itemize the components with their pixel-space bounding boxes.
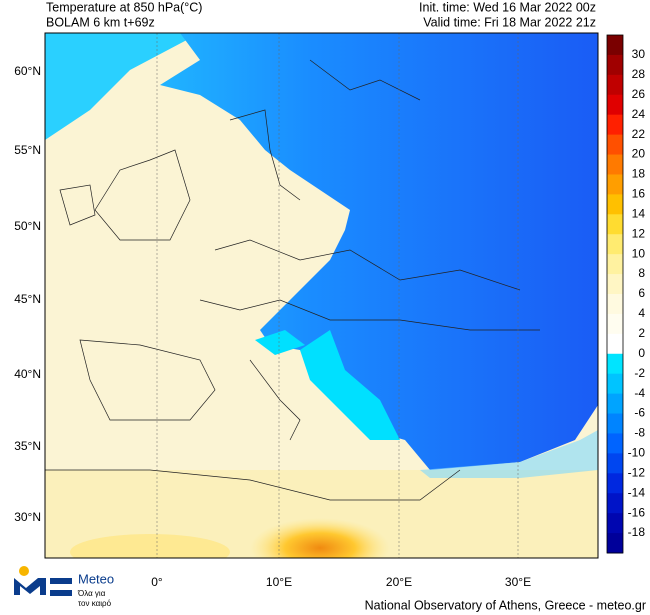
colorbar-swatch [607,533,623,554]
colorbar-swatch [607,513,623,534]
logo-tagline: τον καιρό [78,599,112,608]
colorbar-label: -14 [628,485,646,499]
colorbar-label: 2 [638,326,645,340]
colorbar-swatch [607,333,623,355]
colorbar-label: 4 [638,306,645,320]
colorbar-label: -18 [628,525,646,539]
lat-label: 55°N [14,143,41,157]
colorbar-swatch [607,393,623,415]
colorbar-label: 24 [632,107,646,121]
lon-label: 10°E [266,575,292,589]
colorbar-swatch [607,134,623,156]
colorbar-swatch [607,294,623,315]
logo-tagline: Όλα για [77,589,106,598]
colorbar-swatch [607,313,623,335]
colorbar-label: 12 [632,226,646,240]
colorbar-swatch [607,413,623,434]
colorbar-label: 26 [632,87,646,101]
colorbar-label: 0 [638,346,645,360]
colorbar-label: 20 [632,147,646,161]
colorbar-label: 28 [632,67,646,81]
colorbar-label: 22 [632,127,646,141]
colorbar-swatch [607,353,623,375]
colorbar-label: 30 [632,47,646,61]
colorbar-label: 16 [632,187,646,201]
colorbar-label: 14 [632,206,646,220]
colorbar-label: -8 [634,426,645,440]
lat-label: 60°N [14,64,41,78]
colorbar-label: 8 [638,266,645,280]
lon-label: 30°E [505,575,531,589]
colorbar-label: 10 [632,246,646,260]
colorbar-label: -16 [628,505,646,519]
lon-label: 20°E [386,575,412,589]
colorbar-label: -12 [628,465,646,479]
colorbar-swatch [607,274,623,295]
colorbar-swatch [607,174,623,195]
lat-label: 40°N [14,367,41,381]
colorbar-label: 6 [638,286,645,300]
header-valid-time: Valid time: Fri 18 Mar 2022 21z [423,15,596,29]
map-field [45,33,598,558]
colorbar-label: -10 [628,446,646,460]
colorbar-swatch [607,373,623,395]
colorbar-frame [606,34,624,554]
colorbar-swatch [607,234,623,255]
header-model: BOLAM 6 km t+69z [46,15,155,29]
lat-label: 35°N [14,439,41,453]
lat-label: 45°N [14,292,41,306]
header-init-time: Init. time: Wed 16 Mar 2022 00z [419,0,596,14]
colorbar-swatch [607,54,623,76]
lat-label: 30°N [14,510,41,524]
lon-label: 0° [151,575,163,589]
logo-name: Meteo [78,571,114,586]
colorbar-swatch [607,433,623,454]
map-frame [44,32,599,559]
colorbar-label: 18 [632,167,646,181]
header-title: Temperature at 850 hPa(°C) [46,0,202,14]
colorbar-label: -6 [634,406,645,420]
colorbar-swatch [607,194,623,215]
colorbar-swatch [607,473,623,494]
colorbar-swatch [607,254,623,275]
colorbar-swatch [607,114,623,136]
colorbar-swatch [607,154,623,175]
colorbar-swatch [607,35,623,56]
colorbar-swatch [607,214,623,235]
colorbar-label: -4 [634,386,645,400]
colorbar-swatch [607,493,623,514]
colorbar-swatch [607,94,623,116]
colorbar-label: -2 [634,366,645,380]
colorbar-swatch [607,453,623,474]
footer: National Observatory of Athens, Greece -… [365,598,646,612]
logo: Meteo Όλα για τον καιρό [14,566,114,608]
lat-label: 50°N [14,219,41,233]
colorbar-swatch [607,74,623,96]
